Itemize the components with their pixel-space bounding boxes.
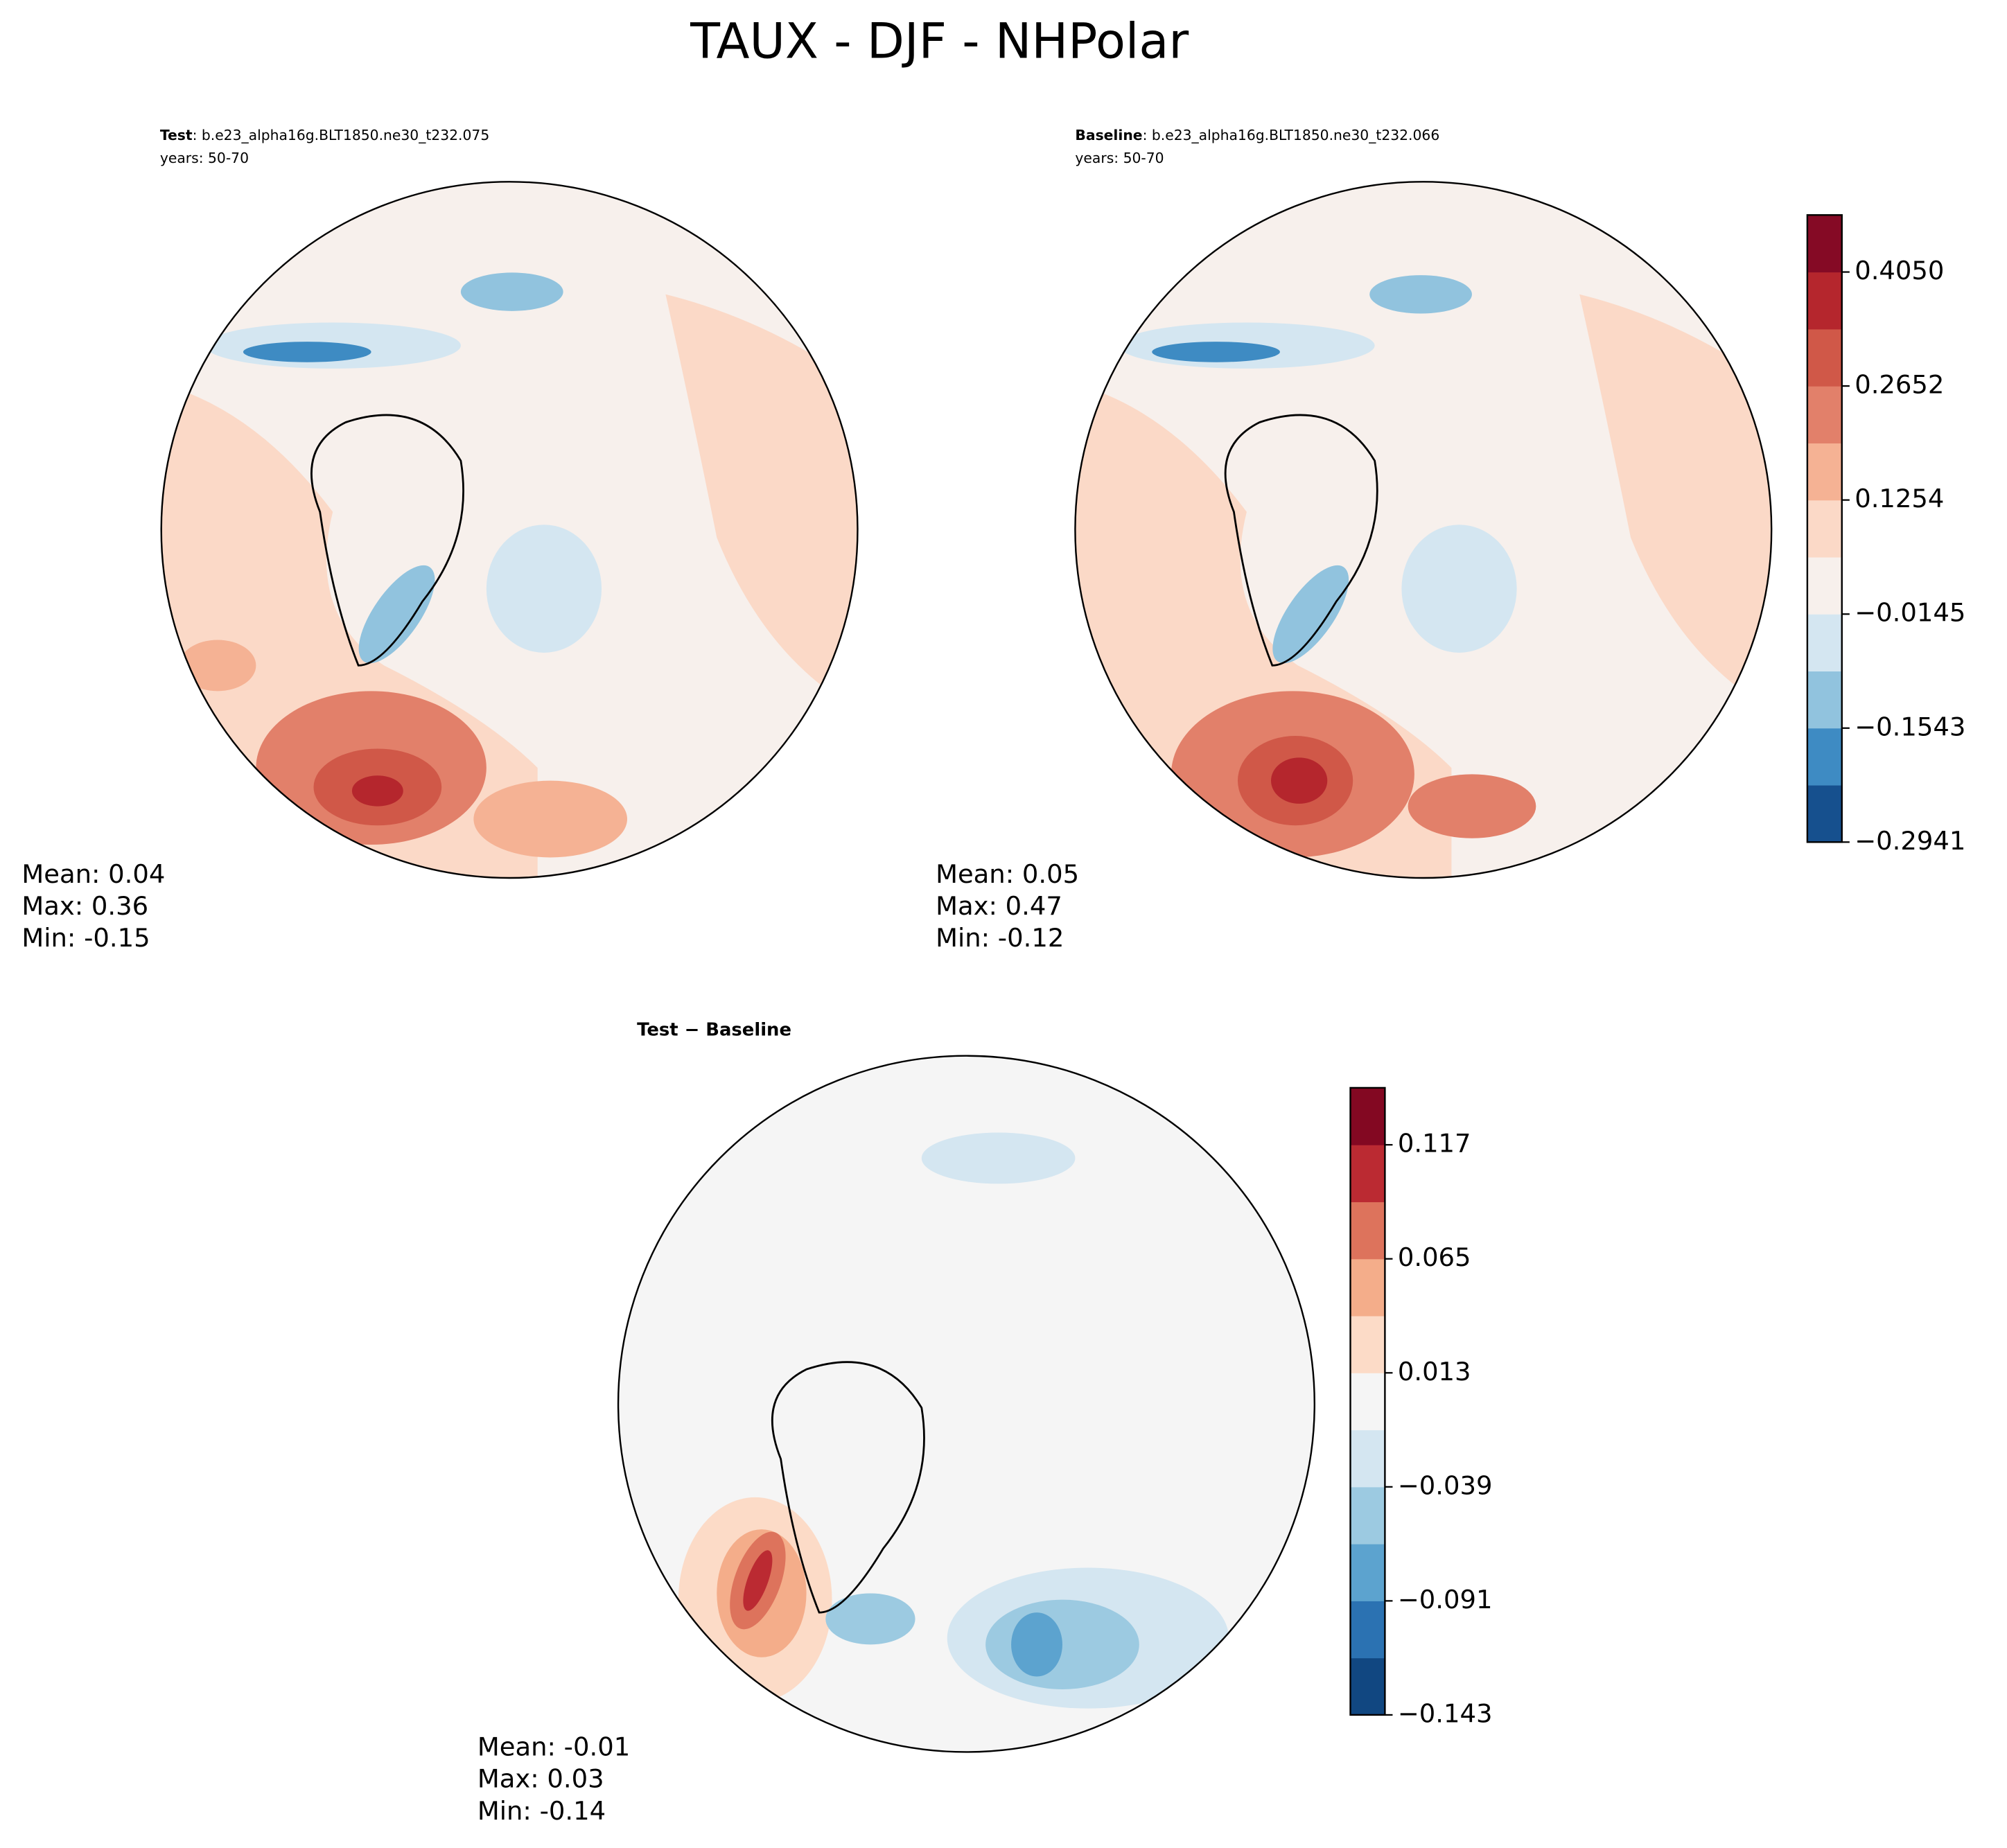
colorbar-band: [1350, 1429, 1385, 1488]
colorbar-tick-label: −0.091: [1398, 1585, 1493, 1614]
colorbar-band: [1807, 272, 1842, 330]
colorbar-tick-label: 0.1254: [1855, 484, 1944, 513]
colorbar-band: [1350, 1544, 1385, 1601]
panel-title: Test: b.e23_alpha16g.BLT1850.ne30_t232.0…: [160, 127, 489, 144]
colorbar-band: [1807, 500, 1842, 558]
colorbar-band: [1350, 1145, 1385, 1203]
colorbar-band: [1807, 728, 1842, 786]
colorbar-band: [1807, 328, 1842, 387]
panel-title: Test − Baseline: [637, 1019, 791, 1040]
map-frame: [617, 1055, 1316, 1753]
panel-title-bold: Baseline: [1075, 127, 1142, 143]
map-frame: [160, 181, 859, 879]
colorbar-band: [1807, 443, 1842, 501]
colorbar-tick-label: −0.143: [1398, 1698, 1493, 1728]
colorbar-band: [1350, 1601, 1385, 1659]
stat-label: Mean: 0.04: [21, 859, 165, 889]
colorbar-band: [1807, 556, 1842, 615]
colorbar-tick-label: 0.013: [1398, 1357, 1471, 1387]
stat-label: Min: -0.12: [936, 923, 1064, 953]
colorbar-band: [1350, 1202, 1385, 1260]
colorbar-band: [1350, 1657, 1385, 1716]
figure-title: TAUX - DJF - NHPolar: [690, 13, 1189, 70]
panel-title: Baseline: b.e23_alpha16g.BLT1850.ne30_t2…: [1075, 127, 1439, 144]
colorbar-band: [1350, 1486, 1385, 1545]
stat-label: Min: -0.14: [477, 1796, 606, 1826]
colorbar-band: [1807, 386, 1842, 443]
colorbar-band: [1350, 1258, 1385, 1317]
panel-title-bold: Test: [160, 127, 193, 143]
panel-subtitle: years: 50-70: [1075, 150, 1164, 166]
colorbar-band: [1350, 1087, 1385, 1145]
panel-title-text: : b.e23_alpha16g.BLT1850.ne30_t232.066: [1143, 127, 1440, 144]
colorbar-tick-label: 0.117: [1398, 1129, 1471, 1159]
stat-label: Max: 0.03: [477, 1764, 604, 1794]
stat-label: Max: 0.47: [936, 891, 1062, 921]
colorbar-tick-label: 0.4050: [1855, 256, 1944, 285]
panel-subtitle: years: 50-70: [160, 150, 249, 166]
colorbar-band: [1807, 785, 1842, 843]
colorbar-band: [1350, 1315, 1385, 1373]
stat-label: Min: -0.15: [21, 923, 150, 953]
colorbar-tick-label: −0.0145: [1855, 598, 1965, 628]
colorbar-band: [1350, 1373, 1385, 1431]
stat-label: Max: 0.36: [21, 891, 148, 921]
colorbar-tick-label: 0.065: [1398, 1242, 1471, 1272]
colorbar-frame: [1349, 1086, 1386, 1716]
panel-title-text: : b.e23_alpha16g.BLT1850.ne30_t232.075: [193, 127, 490, 144]
colorbar-frame: [1806, 214, 1843, 843]
colorbar-band: [1807, 671, 1842, 729]
colorbar-band: [1807, 215, 1842, 273]
map-field: [161, 182, 858, 879]
colorbar-tick-label: 0.2652: [1855, 370, 1944, 400]
colorbar-tick-label: −0.039: [1398, 1470, 1493, 1500]
colorbar-tick-label: −0.1543: [1855, 712, 1965, 741]
colorbar-band: [1807, 614, 1842, 672]
stat-label: Mean: 0.05: [936, 859, 1079, 889]
map-frame: [1074, 181, 1773, 879]
colorbar-tick-label: −0.2941: [1855, 826, 1965, 856]
stat-label: Mean: -0.01: [477, 1732, 630, 1761]
map-field: [1075, 182, 1772, 879]
